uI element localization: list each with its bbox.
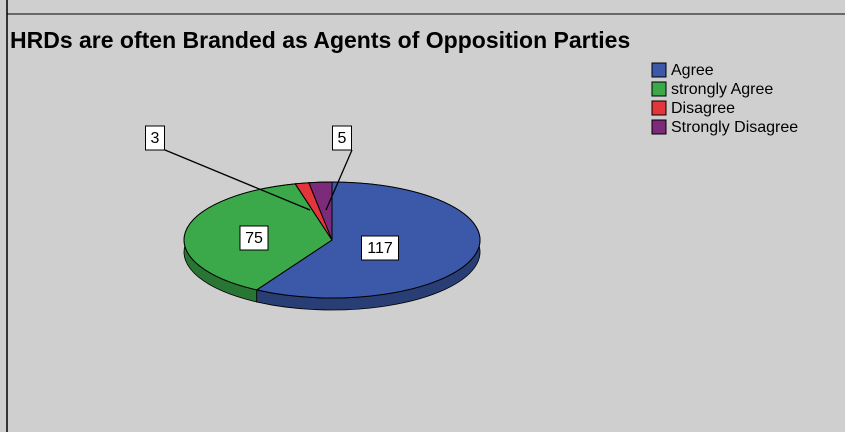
label-box (332, 125, 352, 151)
label-box (145, 125, 165, 151)
data-label: 3 (151, 130, 160, 147)
data-label: 75 (245, 230, 263, 247)
data-label: 5 (338, 130, 347, 147)
slice (308, 181, 333, 241)
legend-label: Disagree (671, 100, 735, 117)
legend-label: strongly Agree (671, 81, 773, 98)
legend-label: Agree (671, 62, 714, 79)
legend-label: Strongly Disagree (671, 119, 798, 136)
legend-swatch (651, 119, 667, 135)
legend-swatch (651, 62, 667, 78)
label-box (239, 225, 269, 251)
leader-line (164, 149, 311, 211)
data-label: 117 (367, 240, 393, 257)
leader-line (325, 149, 353, 211)
label-box (361, 235, 399, 261)
legend-swatch (651, 81, 667, 97)
chart-title: HRDs are often Branded as Agents of Oppo… (10, 27, 630, 53)
legend-swatch (651, 100, 667, 116)
